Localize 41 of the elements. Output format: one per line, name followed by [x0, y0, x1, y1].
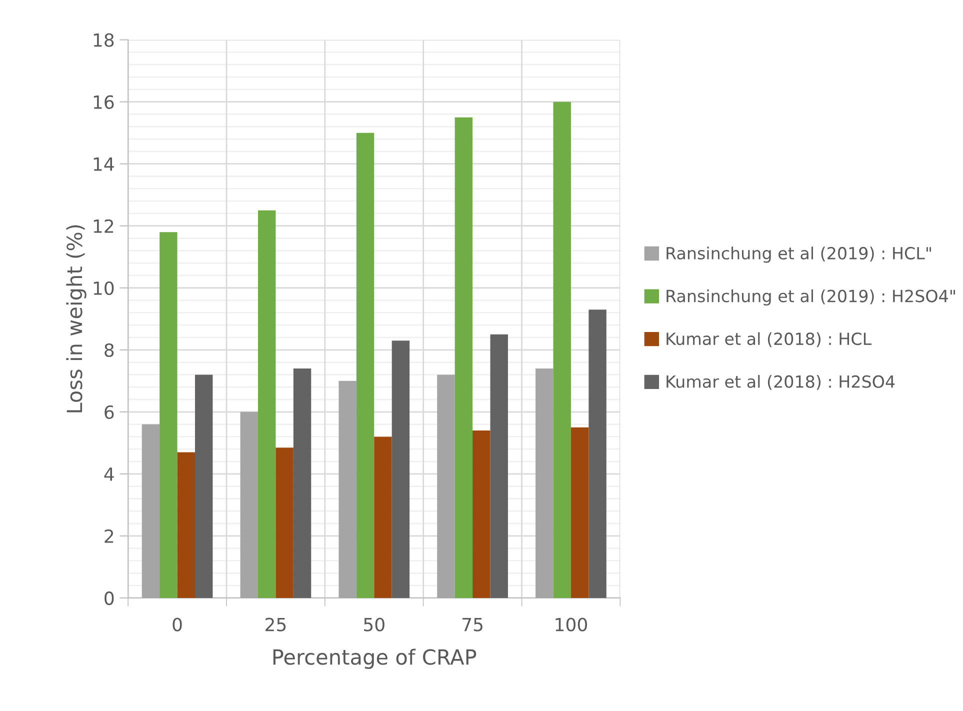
bar — [160, 232, 178, 598]
x-tick-label: 25 — [266, 618, 286, 632]
bar — [553, 102, 571, 598]
bar — [293, 368, 312, 598]
bar — [536, 368, 554, 598]
bar — [454, 117, 473, 598]
bar — [240, 412, 258, 598]
bar — [374, 436, 392, 598]
x-tick-label: 100 — [556, 618, 587, 632]
y-tick-label: 16 — [94, 95, 114, 109]
y-tick-label: 8 — [104, 343, 114, 358]
bar — [338, 380, 356, 598]
legend-label: Kumar et al (2018) : H2SO4 — [666, 375, 895, 390]
bar — [472, 430, 490, 598]
y-tick-label: 12 — [94, 219, 114, 233]
bar — [356, 132, 374, 598]
legend-label: Ransinchung et al (2019) : H2SO4" — [666, 289, 955, 306]
legend-label: Ransinchung et al (2019) : HCL" — [666, 246, 931, 263]
x-tick-label: 75 — [462, 618, 482, 632]
legend-label: Kumar et al (2018) : HCL — [666, 332, 872, 348]
bar — [258, 210, 276, 598]
y-tick-label: 6 — [104, 405, 114, 420]
bar — [588, 310, 606, 598]
bar — [142, 424, 160, 598]
y-tick-label: 18 — [94, 33, 114, 47]
bar — [195, 374, 213, 598]
y-tick-label: 2 — [104, 529, 114, 543]
y-tick-label: 4 — [104, 468, 114, 481]
bar — [392, 340, 410, 598]
bar — [490, 334, 508, 598]
bar — [437, 374, 455, 598]
y-tick-label: 14 — [94, 158, 114, 171]
y-tick-label: 0 — [104, 591, 114, 606]
x-axis-title: Percentage of CRAP — [273, 648, 476, 669]
bar — [570, 427, 589, 598]
bar — [276, 448, 294, 598]
x-tick-label: 50 — [364, 618, 384, 632]
x-tick-label: 0 — [172, 618, 182, 632]
y-axis-title: Loss in weight (%) — [66, 225, 86, 412]
y-tick-label: 10 — [94, 281, 114, 295]
bar — [177, 452, 196, 598]
